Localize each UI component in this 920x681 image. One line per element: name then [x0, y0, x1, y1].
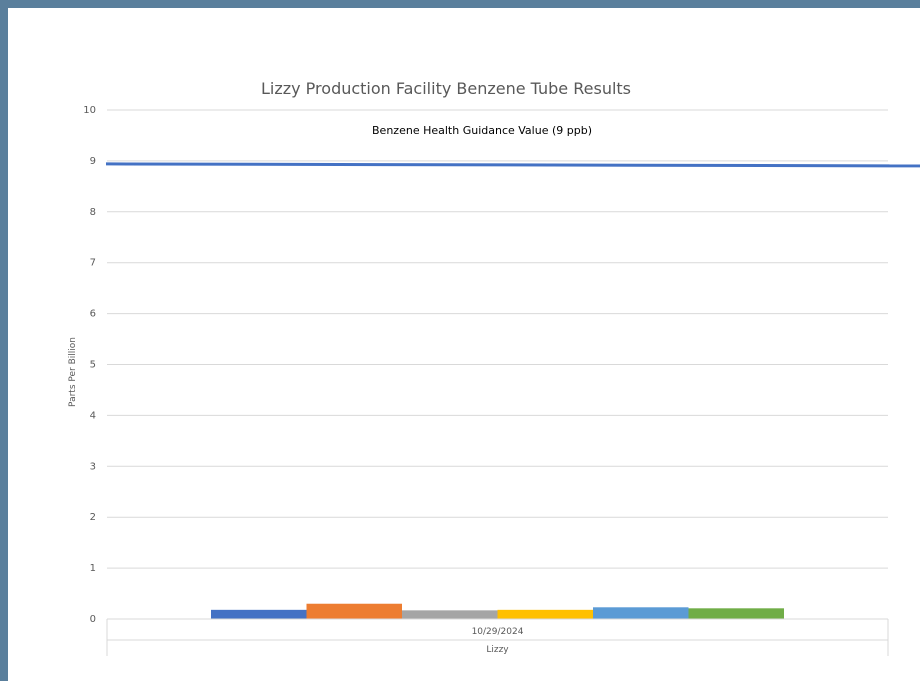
- y-tick-label: 5: [90, 360, 96, 371]
- y-tick-label: 1: [90, 563, 96, 574]
- y-tick-label: 3: [90, 461, 96, 472]
- y-tick-label: 9: [90, 156, 96, 167]
- x-group-label: Lizzy: [486, 645, 509, 655]
- x-axis: 10/29/2024 Lizzy: [106, 618, 889, 656]
- y-tick-labels: 0 1 2 3 4 5 6 7 8 9 10: [83, 105, 96, 625]
- reference-line: [105, 162, 920, 168]
- chart-title: Lizzy Production Facility Benzene Tube R…: [261, 79, 631, 98]
- x-category-label: 10/29/2024: [472, 627, 524, 637]
- bar: [211, 609, 307, 619]
- y-tick-label: 6: [90, 309, 96, 320]
- reference-line-label: Benzene Health Guidance Value (9 ppb): [372, 124, 592, 137]
- gridlines: [107, 109, 888, 620]
- bar: [593, 607, 689, 619]
- bar: [402, 610, 498, 619]
- y-tick-label: 0: [90, 614, 96, 625]
- y-tick-label: 4: [90, 410, 96, 421]
- reference-line-group: [105, 162, 920, 168]
- y-tick-label: 10: [83, 105, 96, 116]
- y-tick-label: 2: [90, 512, 96, 523]
- bar: [306, 603, 402, 619]
- bar: [497, 609, 593, 619]
- bar: [688, 608, 784, 619]
- y-tick-label: 8: [90, 207, 96, 218]
- chart-frame: 0 1 2 3 4 5 6 7 8 9 10 10/29/2024 Lizzy Lizzy Produ…: [8, 8, 920, 681]
- y-tick-label: 7: [90, 258, 96, 269]
- bars: [211, 603, 784, 619]
- bar-chart: 0 1 2 3 4 5 6 7 8 9 10 10/29/2024 Lizzy Lizzy Produ…: [68, 79, 920, 656]
- y-axis-label: Parts Per Billion: [68, 337, 78, 407]
